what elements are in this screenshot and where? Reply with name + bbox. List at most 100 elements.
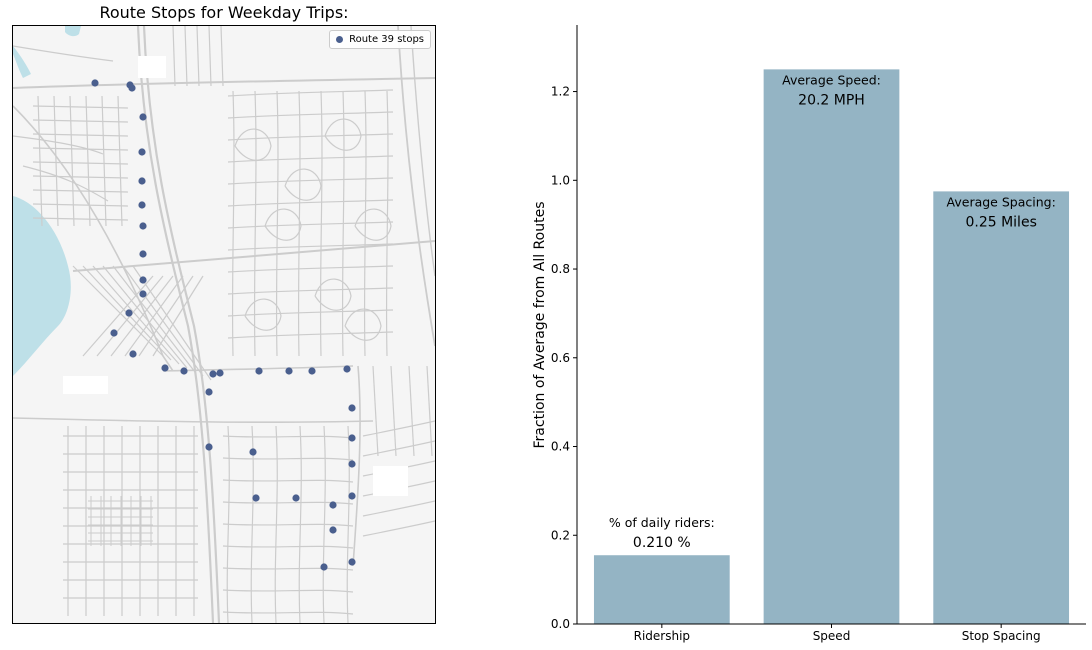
street bbox=[32, 175, 129, 179]
street bbox=[227, 177, 394, 185]
route-stop-marker bbox=[252, 494, 260, 502]
street bbox=[274, 425, 278, 623]
annotation-value: 0.25 Miles bbox=[965, 214, 1036, 230]
vacant-area bbox=[138, 56, 166, 78]
street bbox=[284, 168, 322, 201]
street bbox=[222, 479, 354, 483]
route-stop-marker bbox=[161, 364, 169, 372]
route-stop-marker bbox=[249, 448, 257, 456]
vacant-area bbox=[63, 376, 108, 394]
street bbox=[227, 89, 394, 97]
street bbox=[92, 265, 180, 365]
street bbox=[362, 420, 435, 437]
street bbox=[362, 500, 435, 517]
street bbox=[32, 203, 129, 207]
street bbox=[226, 425, 230, 623]
route-stop-marker bbox=[125, 309, 133, 317]
street bbox=[184, 26, 188, 87]
route-stop-marker bbox=[329, 501, 337, 509]
route-stop-marker bbox=[139, 290, 147, 298]
street bbox=[234, 128, 272, 161]
street bbox=[397, 26, 435, 347]
street bbox=[132, 265, 212, 381]
map-title: Route Stops for Weekday Trips: bbox=[99, 3, 349, 22]
route-stop-marker bbox=[139, 222, 147, 230]
street bbox=[264, 208, 302, 241]
route-stop-marker bbox=[348, 492, 356, 500]
street bbox=[227, 155, 394, 163]
route-stop-marker bbox=[308, 367, 316, 375]
route-map: Route 39 stops bbox=[12, 25, 436, 624]
street bbox=[227, 243, 394, 251]
legend-label: Route 39 stops bbox=[349, 34, 424, 45]
street bbox=[227, 133, 394, 141]
street bbox=[362, 520, 435, 537]
street bbox=[390, 365, 397, 457]
route-stop-marker bbox=[205, 443, 213, 451]
street bbox=[142, 26, 221, 623]
route-stop-marker bbox=[180, 367, 188, 375]
route-stop-marker bbox=[216, 369, 224, 377]
vacant-area bbox=[373, 466, 408, 496]
route-stop-marker bbox=[348, 460, 356, 468]
street bbox=[362, 440, 435, 457]
street bbox=[227, 287, 394, 295]
street bbox=[13, 417, 374, 424]
street bbox=[69, 95, 75, 227]
route-stop-marker bbox=[139, 113, 147, 121]
route-stop-marker bbox=[255, 367, 263, 375]
street bbox=[32, 119, 129, 123]
annotation-label: Average Spacing: bbox=[947, 194, 1056, 209]
route-stop-marker bbox=[138, 201, 146, 209]
river-water bbox=[13, 46, 31, 78]
circle-marker-icon bbox=[336, 36, 344, 43]
street bbox=[72, 240, 435, 272]
street-map-canvas bbox=[13, 26, 435, 623]
street bbox=[354, 208, 392, 241]
bar-speed bbox=[763, 69, 900, 625]
street bbox=[124, 275, 184, 357]
street bbox=[227, 265, 394, 273]
street bbox=[13, 77, 435, 89]
street bbox=[222, 589, 354, 593]
street bbox=[208, 26, 212, 87]
route-stops bbox=[91, 79, 356, 571]
route-stop-marker bbox=[320, 563, 328, 571]
annotation-value: 20.2 MPH bbox=[798, 92, 865, 108]
street bbox=[172, 26, 176, 87]
route-stop-marker bbox=[91, 79, 99, 87]
street bbox=[37, 95, 43, 227]
street bbox=[32, 189, 129, 193]
route-stop-marker bbox=[139, 250, 147, 258]
x-tick-label: Stop Spacing bbox=[962, 629, 1041, 643]
street bbox=[341, 90, 345, 357]
street bbox=[426, 365, 433, 457]
street bbox=[152, 275, 204, 357]
street bbox=[222, 435, 354, 439]
street bbox=[196, 26, 200, 87]
street bbox=[385, 90, 389, 357]
map-legend: Route 39 stops bbox=[329, 30, 431, 49]
annotation-value: 0.210 % bbox=[633, 535, 691, 551]
street bbox=[222, 611, 354, 615]
y-tick-label: 1.0 bbox=[551, 173, 570, 187]
street bbox=[363, 90, 367, 357]
route-stop-marker bbox=[292, 494, 300, 502]
annotation-label: % of daily riders: bbox=[609, 515, 715, 530]
street bbox=[162, 365, 354, 372]
street bbox=[112, 265, 196, 373]
y-tick-label: 0.2 bbox=[551, 528, 570, 542]
route-stop-marker bbox=[343, 365, 351, 373]
street bbox=[13, 105, 174, 372]
route-stop-marker bbox=[348, 434, 356, 442]
street bbox=[117, 95, 123, 227]
route-stop-marker bbox=[138, 177, 146, 185]
street bbox=[322, 425, 326, 623]
street bbox=[220, 26, 224, 87]
street bbox=[32, 133, 129, 137]
street bbox=[408, 365, 415, 457]
street bbox=[32, 217, 129, 221]
street bbox=[222, 545, 354, 549]
route-stop-marker bbox=[209, 370, 217, 378]
